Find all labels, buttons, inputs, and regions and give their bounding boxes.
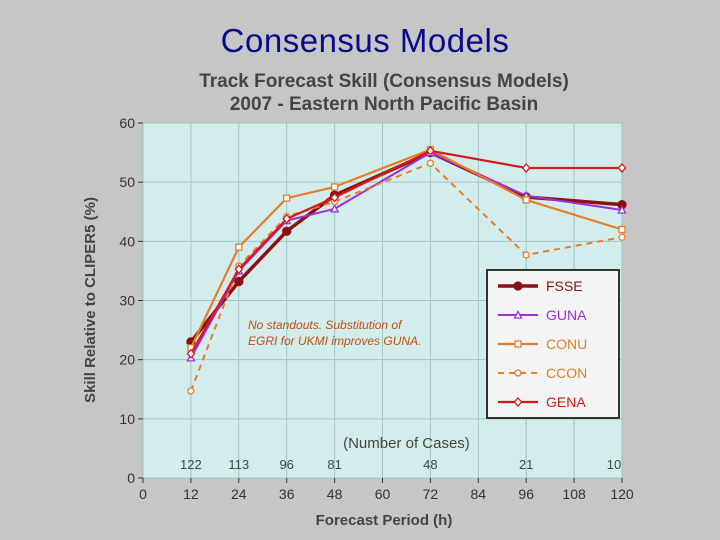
y-axis-label: Skill Relative to CLIPER5 (%) xyxy=(82,197,99,403)
annotation-line-1: No standouts. Substitution of xyxy=(248,318,403,332)
y-tick-label: 40 xyxy=(119,233,135,249)
case-count: 21 xyxy=(519,457,533,472)
data-point-ccon xyxy=(426,159,435,167)
legend-marker-fsse xyxy=(513,281,523,291)
legend-marker-guna xyxy=(513,310,523,319)
y-tick-label: 10 xyxy=(119,411,135,427)
data-point-fsse xyxy=(282,226,292,236)
data-point-guna xyxy=(330,203,340,213)
annotation-line-2: EGRI for UKMI improves GUNA. xyxy=(248,334,421,348)
data-point-ccon xyxy=(187,387,195,395)
x-tick-label: 24 xyxy=(231,486,247,502)
x-tick-label: 0 xyxy=(139,486,147,502)
data-point-fsse xyxy=(234,276,244,287)
x-tick-label: 72 xyxy=(423,486,439,502)
cases-label: (Number of Cases) xyxy=(343,435,470,452)
data-point-gena xyxy=(426,145,435,156)
data-point-conu xyxy=(522,196,530,204)
case-count: 48 xyxy=(423,457,437,472)
data-point-gena xyxy=(521,162,531,173)
legend: FSSE GUNA CONU CCON GENA xyxy=(486,269,620,419)
case-count: 81 xyxy=(327,457,341,472)
data-point-conu xyxy=(283,194,291,202)
x-axis-label: Forecast Period (h) xyxy=(316,512,453,529)
x-tick-label: 108 xyxy=(562,486,586,502)
legend-marker-conu xyxy=(514,340,522,348)
data-point-conu xyxy=(618,225,626,234)
y-tick-label: 60 xyxy=(119,115,135,131)
case-count: 10 xyxy=(607,457,621,472)
data-point-gena xyxy=(234,264,244,275)
y-tick-label: 50 xyxy=(119,174,135,190)
x-tick-label: 36 xyxy=(279,486,295,502)
data-point-ccon xyxy=(618,233,626,241)
data-point-conu xyxy=(235,243,243,251)
x-tick-label: 48 xyxy=(327,486,343,502)
data-point-conu xyxy=(330,183,339,191)
legend-label-ccon: CCON xyxy=(546,365,587,381)
data-point-gena xyxy=(186,348,196,359)
chart-subtitle: 2007 - Eastern North Pacific Basin xyxy=(230,94,538,115)
slide-title: Consensus Models xyxy=(220,22,510,59)
legend-label-gena: GENA xyxy=(546,394,586,410)
legend-label-guna: GUNA xyxy=(546,307,587,323)
case-count: 96 xyxy=(279,457,293,472)
series-gena xyxy=(186,145,627,359)
case-count: 122 xyxy=(180,457,202,472)
data-point-ccon xyxy=(522,251,530,259)
chart-title: Track Forecast Skill (Consensus Models) xyxy=(199,71,569,92)
x-tick-label: 120 xyxy=(610,486,634,502)
data-point-gena xyxy=(330,192,339,203)
y-tick-label: 20 xyxy=(119,352,135,368)
legend-marker-ccon xyxy=(514,369,522,377)
legend-label-conu: CONU xyxy=(546,336,587,352)
x-tick-label: 96 xyxy=(518,486,534,502)
legend-marker-gena xyxy=(513,397,523,407)
case-count: 113 xyxy=(228,457,249,472)
y-tick-label: 0 xyxy=(127,470,135,486)
data-point-gena xyxy=(617,162,627,173)
x-tick-label: 60 xyxy=(375,486,391,502)
data-point-gena xyxy=(282,213,292,224)
x-tick-label: 84 xyxy=(471,486,487,502)
data-point-guna xyxy=(617,205,627,214)
y-tick-label: 30 xyxy=(119,293,135,309)
x-tick-label: 12 xyxy=(183,486,199,502)
legend-label-fsse: FSSE xyxy=(546,278,583,294)
